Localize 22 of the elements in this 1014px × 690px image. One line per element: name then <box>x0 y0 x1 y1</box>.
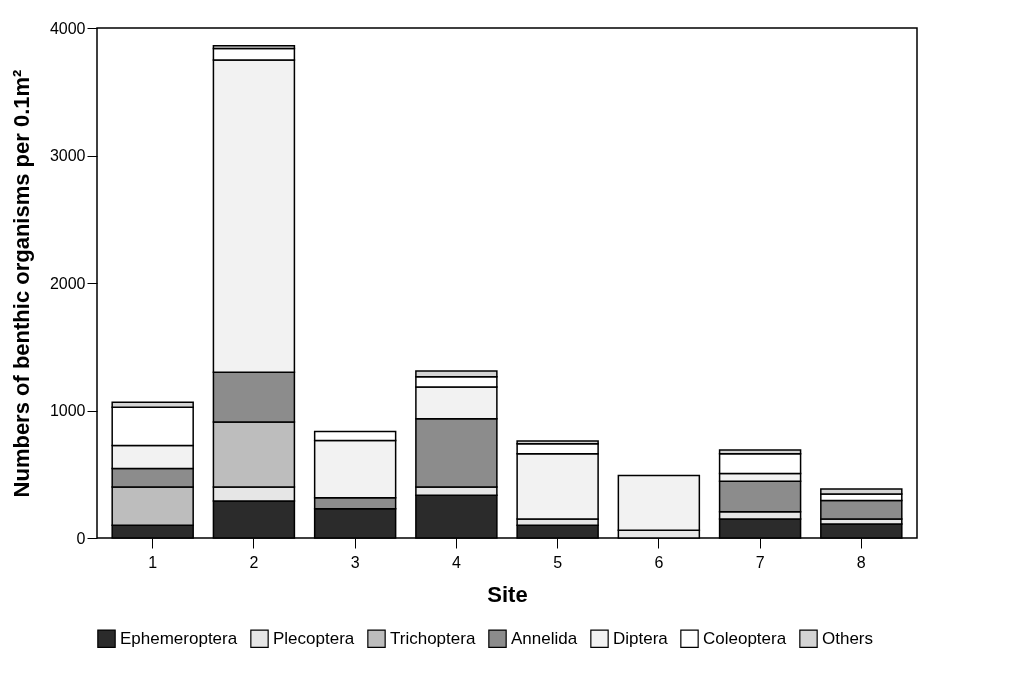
legend-label: Plecoptera <box>273 628 355 648</box>
x-tick-label: 2 <box>249 553 259 571</box>
x-tick-label: 4 <box>451 553 461 571</box>
x-tick-label: 8 <box>856 553 866 571</box>
legend-label: Annelida <box>511 628 578 648</box>
legend-label: Others <box>822 628 874 648</box>
x-tick-label: 7 <box>755 553 765 571</box>
legend-label: Trichoptera <box>390 628 476 648</box>
y-tick-label: 2000 <box>49 274 86 292</box>
legend-label: Coleoptera <box>703 628 787 648</box>
y-tick-label: 0 <box>76 529 86 547</box>
y-tick-label: 3000 <box>49 147 86 164</box>
x-tick-label: 1 <box>148 553 158 571</box>
y-tick-label: 1000 <box>49 402 86 419</box>
x-tick-label: 5 <box>553 553 563 571</box>
y-tick-label: 4000 <box>49 19 86 37</box>
y-axis-title: Numbers of benthic organisms per 0.1m² <box>8 69 34 498</box>
x-tick-label: 3 <box>350 553 360 571</box>
x-tick-label: 6 <box>654 553 664 571</box>
x-axis-title: Site <box>487 581 528 607</box>
legend-label: Diptera <box>613 628 669 648</box>
legend-label: Ephemeroptera <box>120 628 238 648</box>
